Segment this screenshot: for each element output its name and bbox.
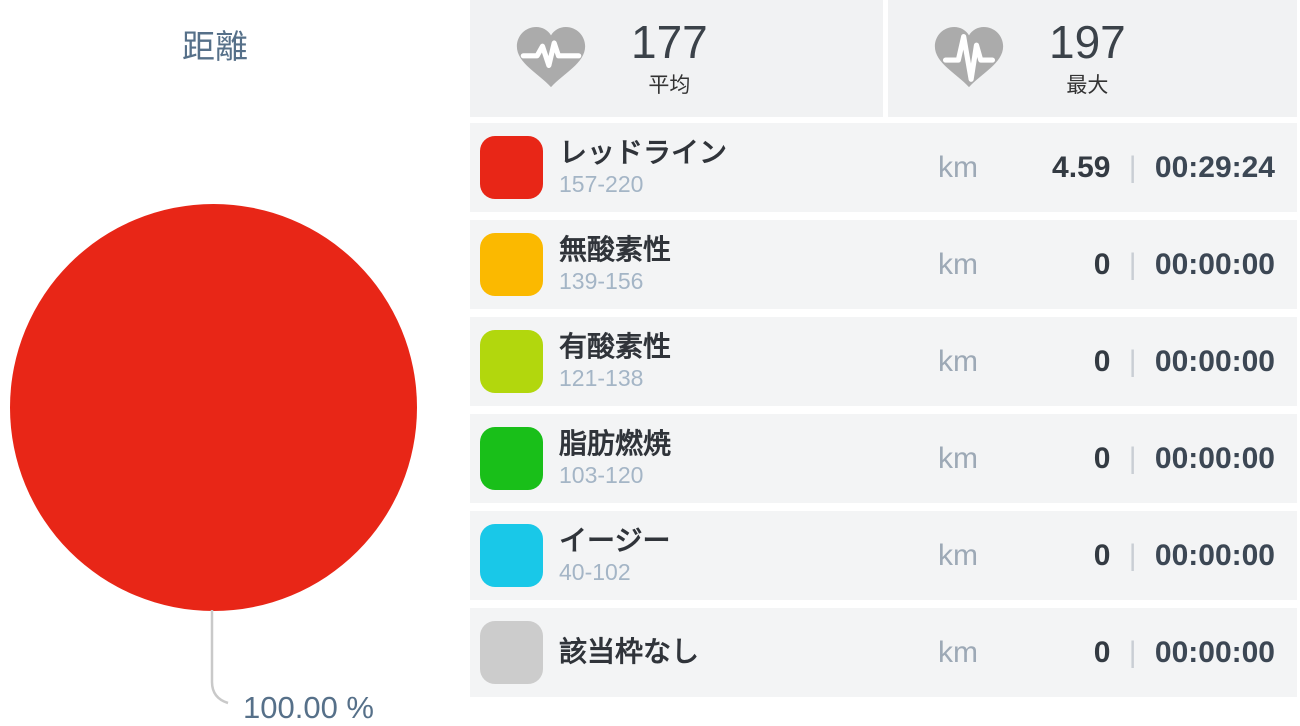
zone-row: イージー 40-102 km 0 | 00:00:00	[470, 511, 1297, 600]
zone-distance-value: 0	[1093, 344, 1111, 378]
zone-unit-label: km	[938, 538, 978, 572]
zone-distance-value: 0	[1093, 635, 1111, 669]
zone-time-value: 00:00:00	[1154, 441, 1275, 475]
zone-values: 0 | 00:00:00	[1094, 539, 1275, 573]
zone-range: 103-120	[559, 462, 644, 489]
zone-name: イージー	[559, 524, 671, 556]
max-heart-rate-label: 最大	[1066, 74, 1109, 98]
zone-distance-value: 0	[1093, 441, 1111, 475]
value-separator: |	[1120, 247, 1145, 281]
zone-values: 0 | 00:00:00	[1094, 248, 1275, 282]
zone-unit-label: km	[938, 635, 978, 669]
zone-name: 有酸素性	[559, 330, 672, 362]
chart-title: 距離	[182, 28, 248, 65]
value-separator: |	[1120, 538, 1145, 572]
zone-color-swatch	[480, 524, 543, 587]
zone-color-swatch	[480, 621, 543, 684]
zone-row: 該当枠なし km 0 | 00:00:00	[470, 608, 1297, 697]
value-separator: |	[1120, 344, 1145, 378]
zone-unit-label: km	[938, 344, 978, 378]
zone-values: 0 | 00:00:00	[1094, 345, 1275, 379]
zone-name: 無酸素性	[559, 233, 672, 265]
zone-time-value: 00:00:00	[1154, 538, 1275, 572]
average-heart-rate-stat: 177 平均	[470, 0, 883, 117]
zone-text: イージー 40-102	[559, 525, 670, 586]
zone-row: 無酸素性 139-156 km 0 | 00:00:00	[470, 220, 1297, 309]
zone-unit-label: km	[938, 441, 978, 475]
value-separator: |	[1120, 441, 1145, 475]
value-separator: |	[1120, 150, 1145, 184]
zone-text: レッドライン 157-220	[559, 137, 727, 198]
distance-pie-chart-area: 距離 100.00 %	[0, 0, 465, 725]
zone-time-value: 00:00:00	[1154, 635, 1275, 669]
zone-values: 0 | 00:00:00	[1094, 442, 1275, 476]
zone-row: 脂肪燃焼 103-120 km 0 | 00:00:00	[470, 414, 1297, 503]
heart-rate-average-icon	[516, 26, 586, 87]
zone-row: 有酸素性 121-138 km 0 | 00:00:00	[470, 317, 1297, 406]
zone-text: 無酸素性 139-156	[559, 234, 671, 295]
heart-rate-max-icon	[934, 26, 1004, 87]
zone-name: レッドライン	[559, 136, 728, 168]
zone-color-swatch	[480, 233, 543, 296]
zone-range: 121-138	[559, 365, 644, 392]
heart-rate-zone-list: レッドライン 157-220 km 4.59 | 00:29:24 無酸素性 1…	[470, 123, 1297, 697]
zone-text: 該当枠なし	[559, 636, 699, 668]
zone-range: 40-102	[559, 559, 631, 586]
zone-color-swatch	[480, 427, 543, 490]
pie-label-leader-line	[210, 610, 229, 705]
zone-time-value: 00:00:00	[1154, 344, 1275, 378]
zone-distance-value: 0	[1093, 247, 1111, 281]
zone-name: 脂肪燃焼	[559, 427, 672, 459]
zone-time-value: 00:00:00	[1154, 247, 1275, 281]
zone-text: 有酸素性 121-138	[559, 331, 671, 392]
pie-percentage-label: 100.00 %	[243, 690, 374, 725]
average-heart-rate-label: 平均	[648, 74, 691, 98]
zone-values: 4.59 | 00:29:24	[1052, 151, 1275, 185]
zone-range: 139-156	[559, 268, 644, 295]
zone-distance-value: 4.59	[1052, 150, 1111, 184]
zone-distance-value: 0	[1093, 538, 1111, 572]
heart-rate-stats-header: 177 平均 197 最大	[470, 0, 1297, 117]
zone-range: 157-220	[559, 171, 644, 198]
max-heart-rate-value: 197	[1049, 15, 1126, 68]
zone-row: レッドライン 157-220 km 4.59 | 00:29:24	[470, 123, 1297, 212]
heart-rate-zones-panel: 177 平均 197 最大 レッドライン 157-220 km 4.59 | 0…	[470, 0, 1297, 705]
average-heart-rate-value: 177	[631, 15, 708, 68]
zone-time-value: 00:29:24	[1154, 150, 1275, 184]
value-separator: |	[1120, 635, 1145, 669]
zone-text: 脂肪燃焼 103-120	[559, 428, 671, 489]
zone-color-swatch	[480, 136, 543, 199]
zone-color-swatch	[480, 330, 543, 393]
zone-name: 該当枠なし	[559, 636, 700, 668]
pie-slice-redline[interactable]	[10, 204, 417, 611]
zone-unit-label: km	[938, 247, 978, 281]
zone-unit-label: km	[938, 150, 978, 184]
zone-values: 0 | 00:00:00	[1094, 636, 1275, 670]
max-heart-rate-stat: 197 最大	[888, 0, 1297, 117]
